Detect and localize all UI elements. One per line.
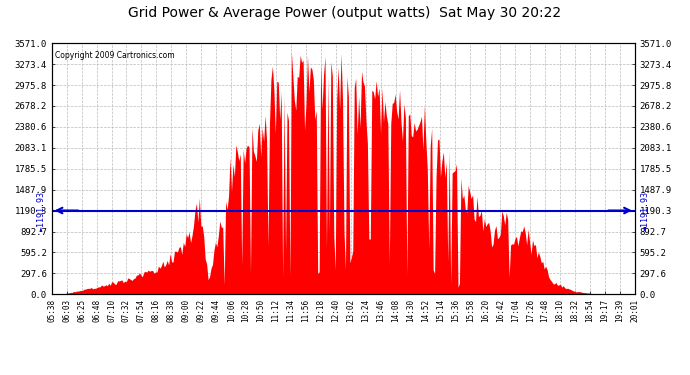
Text: Grid Power & Average Power (output watts)  Sat May 30 20:22: Grid Power & Average Power (output watts… bbox=[128, 6, 562, 20]
Text: ◄1191.93: ◄1191.93 bbox=[640, 190, 649, 231]
Text: Copyright 2009 Cartronics.com: Copyright 2009 Cartronics.com bbox=[55, 51, 175, 60]
Text: ►1191.93: ►1191.93 bbox=[37, 190, 46, 231]
